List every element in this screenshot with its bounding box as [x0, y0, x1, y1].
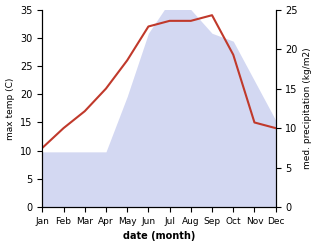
Y-axis label: med. precipitation (kg/m2): med. precipitation (kg/m2) [303, 48, 313, 169]
X-axis label: date (month): date (month) [123, 231, 195, 242]
Y-axis label: max temp (C): max temp (C) [5, 77, 15, 140]
